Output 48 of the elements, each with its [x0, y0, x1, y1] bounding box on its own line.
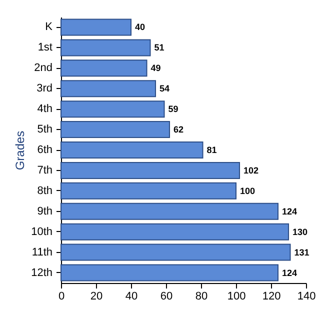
y-tick-label: 10th — [31, 226, 52, 238]
bar — [60, 244, 291, 261]
x-tick-label: 20 — [90, 290, 103, 302]
data-label: 130 — [292, 226, 308, 237]
data-label: 100 — [240, 186, 256, 196]
y-tick-label: 7th — [37, 164, 52, 176]
y-tick-label: 9th — [37, 205, 52, 218]
data-label: 59 — [168, 104, 178, 114]
data-label: 54 — [160, 84, 170, 94]
y-tick-label: 3rd — [36, 82, 52, 95]
y-tick-label: 5th — [37, 124, 52, 136]
y-tick-label: 12th — [31, 266, 52, 279]
bar — [60, 18, 132, 36]
y-axis-title: Grades — [13, 130, 28, 170]
x-tick-label: 100 — [227, 290, 246, 302]
data-label: 51 — [154, 42, 164, 53]
y-tick-label: 1st — [38, 42, 52, 54]
y-tick-label: 2nd — [34, 62, 52, 74]
bar — [60, 182, 236, 200]
data-label: 62 — [174, 124, 184, 135]
x-tick-label: 120 — [262, 290, 281, 302]
data-label: 81 — [206, 145, 217, 155]
bar — [60, 60, 148, 77]
bar — [60, 202, 278, 220]
y-tick-label: K — [45, 21, 54, 34]
bar — [60, 223, 289, 240]
data-label: 131 — [294, 247, 310, 258]
data-label: 124 — [282, 268, 298, 278]
x-tick-label: 0 — [58, 290, 65, 302]
x-tick-label: 80 — [195, 290, 208, 302]
x-tick-label: 140 — [297, 290, 316, 302]
data-label: 124 — [282, 206, 298, 216]
y-tick-label: 8th — [37, 184, 52, 197]
data-label: 49 — [150, 63, 161, 74]
bar — [60, 100, 165, 118]
bar — [60, 162, 240, 179]
y-tick-label: 6th — [37, 144, 52, 156]
bar — [60, 80, 156, 98]
bar — [60, 264, 278, 282]
bar — [60, 121, 170, 138]
x-tick-label: 40 — [125, 290, 138, 302]
data-label: 102 — [244, 165, 259, 176]
y-tick-label: 4th — [37, 103, 52, 116]
data-label: 40 — [135, 22, 146, 32]
bar — [60, 142, 204, 158]
bar — [60, 39, 151, 56]
x-tick-label: 60 — [160, 290, 173, 302]
y-tick-label: 11th — [32, 246, 52, 258]
